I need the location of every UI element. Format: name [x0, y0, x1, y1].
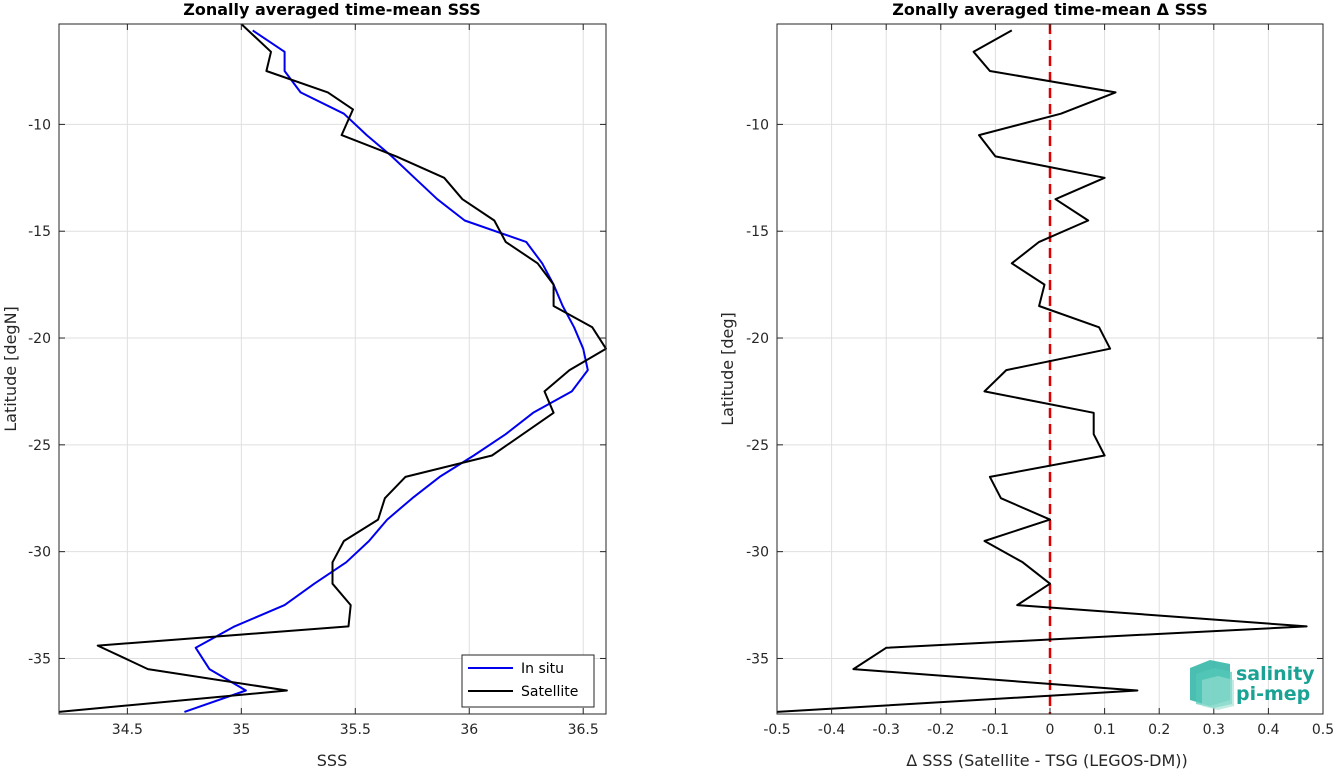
- right-x-tick-label: 0.2: [1148, 722, 1170, 738]
- right-x-tick-label: 0: [1046, 722, 1055, 738]
- legend-label-in-situ: In situ: [521, 661, 564, 677]
- left-y-tick-label: -30: [28, 545, 51, 561]
- right-x-tick-label: 0.5: [1312, 722, 1334, 738]
- left-x-tick-label: 35.5: [340, 722, 371, 738]
- logo-text-line1: salinity: [1236, 663, 1315, 685]
- right-ticks: -0.5 -0.4 -0.3 -0.2 -0.1 0 0.1 0.2 0.3 0.4 0.5 -10 -…: [746, 24, 1334, 738]
- left-ticks: 34.5 35 35.5 36 36.5 -10 -15 -20 -25 -30 -35: [28, 24, 606, 738]
- right-y-tick-label: -10: [746, 117, 769, 133]
- right-y-tick-label: -20: [746, 331, 769, 347]
- left-x-axis-label: SSS: [317, 751, 347, 769]
- right-chart-title: Zonally averaged time-mean Δ SSS: [892, 0, 1208, 19]
- left-x-tick-label: 36: [460, 722, 478, 738]
- left-axes-box: [58, 23, 607, 715]
- legend-label-satellite: Satellite: [521, 684, 578, 700]
- left-y-tick-label: -20: [28, 331, 51, 347]
- legend: In situ Satellite: [461, 654, 595, 708]
- left-grid: [59, 24, 606, 714]
- right-series-line-delta-sss: [776, 29, 1308, 713]
- right-x-tick-label: -0.4: [818, 722, 845, 738]
- left-chart-title: Zonally averaged time-mean SSS: [183, 0, 481, 19]
- right-x-tick-label: -0.3: [873, 722, 900, 738]
- left-chart-panel: 34.5 35 35.5 36 36.5 -10 -15 -20 -25 -30 -35 Zonal…: [1, 0, 607, 769]
- right-y-tick-label: -30: [746, 545, 769, 561]
- salinity-pi-mep-logo: salinity pi-mep: [1190, 660, 1315, 710]
- left-y-tick-label: -10: [28, 117, 51, 133]
- right-y-tick-label: -35: [746, 651, 769, 667]
- right-series-group: [776, 24, 1308, 714]
- left-plot-area: [59, 24, 606, 714]
- left-y-tick-label: -25: [28, 438, 51, 454]
- left-series-line-satellite: [58, 23, 607, 713]
- right-x-tick-label: 0.3: [1203, 722, 1225, 738]
- right-x-tick-label: 0.1: [1093, 722, 1115, 738]
- left-x-tick-label: 35: [232, 722, 250, 738]
- right-chart-panel: -0.5 -0.4 -0.3 -0.2 -0.1 0 0.1 0.2 0.3 0.4 0.5 -10 -…: [718, 0, 1334, 769]
- right-y-tick-label: -25: [746, 438, 769, 454]
- right-y-axis-label: Latitude [deg]: [718, 312, 737, 426]
- right-x-tick-label: -0.2: [927, 722, 954, 738]
- left-series-line-in-situ: [184, 29, 589, 713]
- right-y-tick-label: -15: [746, 224, 769, 240]
- right-x-tick-label: -0.5: [763, 722, 790, 738]
- left-y-tick-label: -35: [28, 651, 51, 667]
- logo-waves-icon: [1190, 660, 1234, 710]
- left-x-tick-label: 36.5: [568, 722, 599, 738]
- right-x-axis-label: Δ SSS (Satellite - TSG (LEGOS-DM)): [906, 751, 1188, 769]
- left-y-tick-label: -15: [28, 224, 51, 240]
- legend-box: [461, 654, 595, 708]
- logo-text-line2: pi-mep: [1236, 683, 1310, 705]
- left-series-group: [58, 23, 607, 713]
- left-x-tick-label: 34.5: [112, 722, 143, 738]
- left-y-axis-label: Latitude [degN]: [1, 306, 20, 432]
- right-x-tick-label: 0.4: [1257, 722, 1279, 738]
- right-x-tick-label: -0.1: [982, 722, 1009, 738]
